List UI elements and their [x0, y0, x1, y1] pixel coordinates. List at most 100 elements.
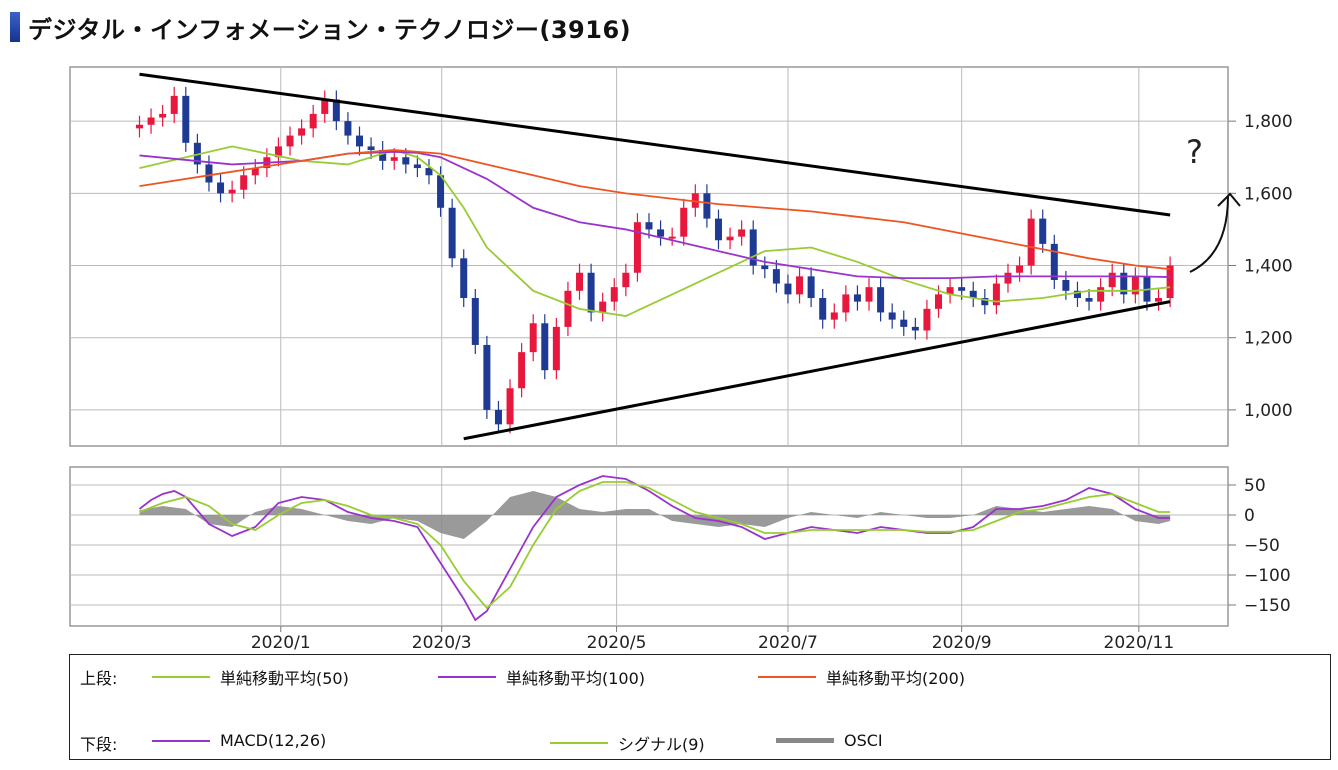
candle: [332, 99, 340, 122]
legend: 上段: 単純移動平均(50) 単純移動平均(100) 単純移動平均(200) 下…: [69, 654, 1331, 760]
legend-swatch: [550, 742, 608, 744]
candle: [321, 99, 329, 114]
candle: [761, 265, 769, 270]
legend-item-label: シグナル(9): [618, 735, 705, 754]
candle: [807, 276, 815, 299]
title-marker: [10, 12, 20, 42]
trend-line: [463, 300, 1171, 441]
candle: [981, 298, 989, 306]
legend-swatch: [758, 676, 816, 678]
candle: [170, 95, 178, 114]
plot-area: [69, 66, 1229, 447]
legend-item-label: OSCI: [844, 731, 883, 750]
candle: [379, 150, 387, 161]
candle: [946, 287, 954, 295]
x-tick-label: 2020/3: [412, 633, 472, 652]
y-tick-label: 0: [1244, 506, 1255, 526]
x-tick-label: 2020/1: [251, 633, 311, 652]
legend-swatch: [152, 676, 210, 678]
candle: [1039, 218, 1047, 244]
candle: [1155, 298, 1163, 302]
candle: [1085, 298, 1093, 302]
y-tick-label: 1,600: [1244, 184, 1293, 204]
candle: [633, 222, 641, 273]
candle: [217, 182, 225, 194]
candle: [413, 164, 421, 169]
y-tick-label: 1,400: [1244, 257, 1293, 277]
y-tick-label: −150: [1244, 596, 1291, 616]
candle: [749, 229, 757, 266]
candle: [726, 236, 734, 241]
candle: [703, 193, 711, 219]
legend-swatch: [438, 676, 496, 678]
hand-annotation: ?: [1186, 133, 1241, 273]
candle: [935, 294, 942, 309]
candle: [518, 352, 526, 389]
candle: [483, 344, 491, 410]
y-tick-label: −50: [1244, 536, 1280, 556]
candle: [958, 287, 966, 291]
y-tick-label: 1,800: [1244, 112, 1293, 132]
series-line: [138, 475, 1171, 622]
annotation-question-mark: ?: [1186, 133, 1203, 171]
candle: [1062, 279, 1070, 291]
candle: [367, 146, 375, 151]
legend-item-label: 単純移動平均(50): [220, 669, 349, 688]
candle: [506, 388, 514, 425]
candle: [251, 168, 259, 176]
y-tick-label: 1,000: [1244, 401, 1293, 421]
candle: [645, 222, 653, 230]
legend-upper-label: 上段:: [80, 669, 118, 688]
legend-item-sma100: 単純移動平均(100): [438, 665, 645, 689]
macd-panel: 50 0 −50 −100 −150 2020/1 2020/3 2020/5 2020/7 20…: [69, 466, 1291, 652]
candle: [1027, 218, 1035, 266]
candle: [796, 276, 804, 295]
candle: [356, 135, 363, 147]
y-tick-label: −100: [1244, 566, 1291, 586]
candle: [992, 283, 1000, 306]
series-line: [139, 481, 1171, 610]
trend-line: [139, 72, 1171, 217]
candle: [205, 164, 213, 183]
legend-item-label: MACD(12,26): [220, 731, 327, 750]
candle: [298, 128, 306, 136]
candle: [1166, 265, 1174, 299]
candle: [541, 323, 549, 371]
candle: [182, 95, 190, 143]
candle: [529, 323, 537, 353]
candle: [865, 287, 873, 302]
candle: [344, 121, 352, 136]
legend-lower-label: 下段:: [80, 735, 118, 754]
candle: [772, 269, 780, 284]
candle: [390, 157, 398, 161]
candle: [437, 175, 445, 208]
plot-area: [69, 466, 1229, 627]
candle: [309, 113, 317, 129]
legend-item-macd: MACD(12,26): [152, 731, 326, 750]
candle: [738, 229, 746, 237]
candle: [1108, 272, 1116, 288]
legend-item-sma50: 単純移動平均(50): [152, 665, 349, 689]
legend-item-osci: OSCI: [776, 731, 883, 750]
candle: [668, 236, 676, 239]
series-line: [139, 150, 1171, 280]
y-tick-label: 1,200: [1244, 329, 1293, 349]
candle: [587, 272, 595, 313]
candle: [448, 207, 456, 259]
candle: [830, 312, 838, 320]
candle: [853, 294, 861, 302]
candle: [286, 135, 294, 147]
candle: [1097, 287, 1105, 302]
candle: [911, 326, 919, 331]
candle: [877, 287, 885, 313]
legend-item-label: 単純移動平均(100): [506, 669, 646, 688]
candle: [923, 308, 931, 331]
candle: [622, 272, 630, 288]
candle: [680, 207, 688, 237]
candle: [471, 298, 479, 345]
candle: [402, 157, 410, 165]
annotation-arrowhead: [1217, 192, 1241, 207]
candle: [147, 117, 155, 125]
candle: [460, 258, 468, 299]
x-tick-label: 2020/9: [932, 633, 992, 652]
